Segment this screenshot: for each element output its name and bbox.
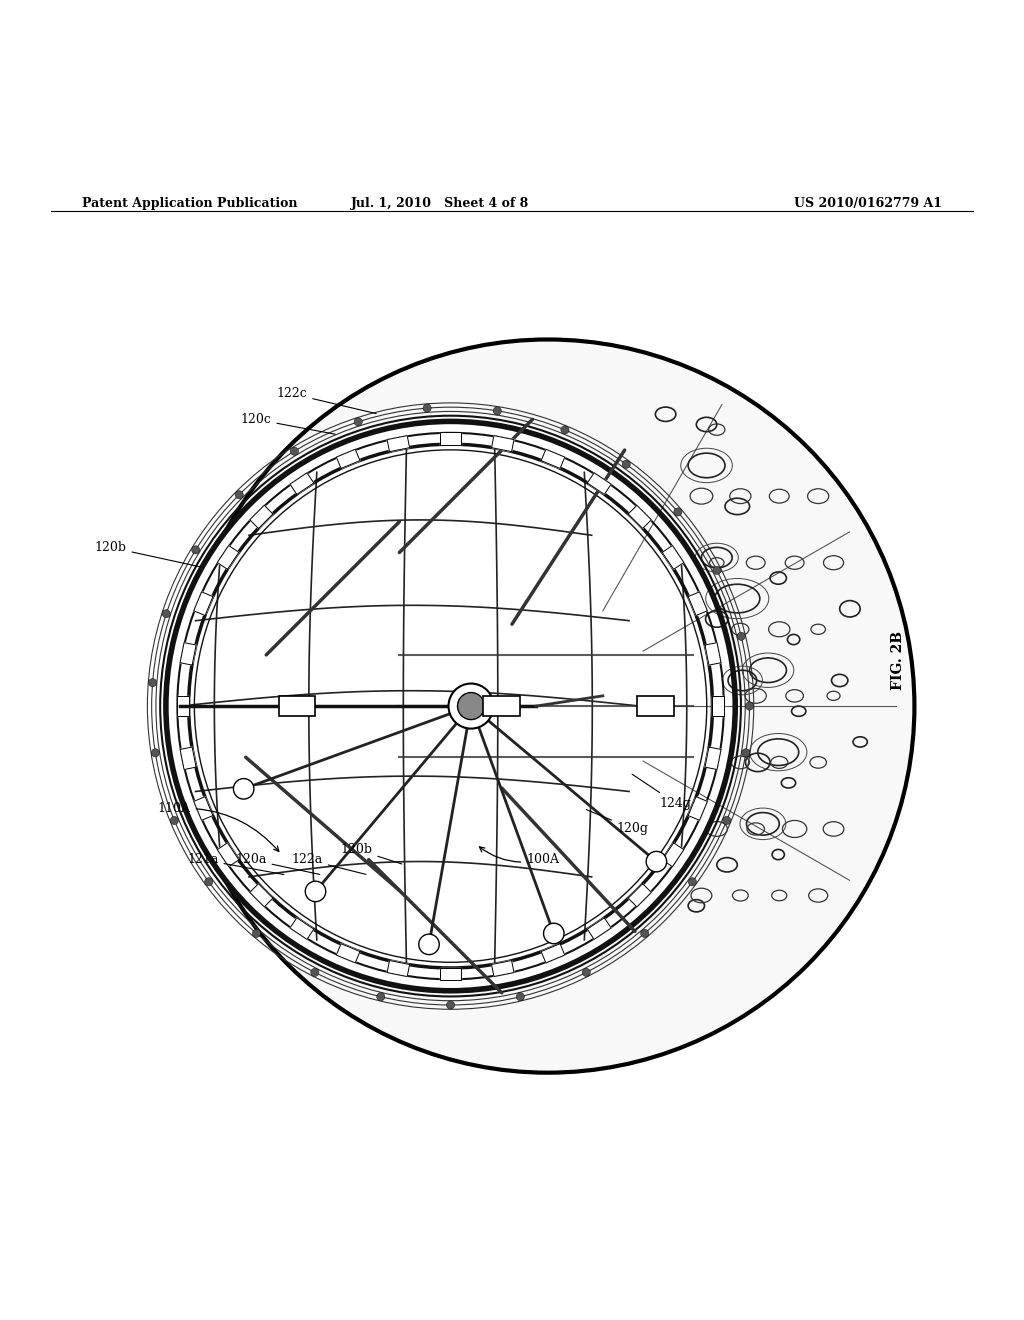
- Circle shape: [646, 851, 667, 871]
- Polygon shape: [663, 545, 684, 569]
- Polygon shape: [250, 883, 273, 907]
- Circle shape: [423, 404, 431, 412]
- Polygon shape: [440, 968, 461, 979]
- Circle shape: [449, 684, 494, 729]
- Polygon shape: [290, 473, 313, 495]
- Text: FIG. 2B: FIG. 2B: [891, 631, 905, 689]
- Text: 120b: 120b: [94, 541, 202, 568]
- Polygon shape: [217, 545, 239, 569]
- Circle shape: [544, 923, 564, 944]
- Circle shape: [233, 779, 254, 799]
- Circle shape: [377, 993, 385, 1001]
- Text: Patent Application Publication: Patent Application Publication: [82, 197, 297, 210]
- Polygon shape: [628, 506, 651, 528]
- FancyBboxPatch shape: [637, 696, 674, 717]
- Circle shape: [191, 545, 200, 554]
- Circle shape: [745, 702, 754, 710]
- Text: 100A: 100A: [479, 847, 559, 866]
- Text: Jul. 1, 2010   Sheet 4 of 8: Jul. 1, 2010 Sheet 4 of 8: [351, 197, 529, 210]
- Circle shape: [516, 993, 524, 1001]
- Polygon shape: [588, 917, 611, 940]
- Circle shape: [713, 566, 721, 574]
- Circle shape: [152, 748, 160, 756]
- Circle shape: [290, 447, 298, 455]
- Circle shape: [561, 426, 569, 434]
- Text: US 2010/0162779 A1: US 2010/0162779 A1: [794, 197, 942, 210]
- Polygon shape: [336, 449, 360, 469]
- Polygon shape: [177, 696, 189, 717]
- Circle shape: [737, 632, 745, 640]
- Circle shape: [148, 678, 157, 686]
- Polygon shape: [217, 842, 239, 867]
- Circle shape: [310, 969, 318, 977]
- FancyBboxPatch shape: [483, 696, 520, 717]
- Circle shape: [458, 693, 484, 719]
- Polygon shape: [492, 961, 514, 977]
- Circle shape: [688, 878, 696, 886]
- Polygon shape: [440, 433, 461, 445]
- Polygon shape: [194, 797, 213, 820]
- Polygon shape: [688, 591, 708, 615]
- Polygon shape: [180, 643, 197, 665]
- Polygon shape: [336, 944, 360, 962]
- Text: 120g: 120g: [587, 809, 649, 836]
- Polygon shape: [180, 747, 197, 770]
- Polygon shape: [387, 436, 410, 451]
- Circle shape: [252, 929, 260, 937]
- Text: 124g: 124g: [632, 775, 692, 810]
- Polygon shape: [688, 797, 708, 820]
- Polygon shape: [290, 917, 313, 940]
- Text: 120b: 120b: [340, 843, 401, 865]
- Circle shape: [641, 929, 649, 937]
- Polygon shape: [705, 747, 721, 770]
- Circle shape: [623, 461, 631, 469]
- Text: 122c: 122c: [276, 387, 376, 413]
- Text: 122a: 122a: [292, 853, 366, 874]
- Polygon shape: [541, 944, 565, 962]
- Text: 121a: 121a: [187, 853, 284, 875]
- Circle shape: [446, 1001, 455, 1008]
- Circle shape: [170, 816, 178, 825]
- FancyBboxPatch shape: [279, 696, 315, 717]
- Circle shape: [166, 421, 735, 991]
- Circle shape: [205, 878, 213, 886]
- Circle shape: [162, 610, 170, 618]
- Circle shape: [583, 969, 591, 977]
- Text: 110A: 110A: [158, 803, 279, 851]
- Circle shape: [674, 508, 682, 516]
- Polygon shape: [628, 883, 651, 907]
- Circle shape: [723, 816, 731, 825]
- Polygon shape: [194, 591, 213, 615]
- Polygon shape: [387, 961, 410, 977]
- Polygon shape: [705, 643, 721, 665]
- Polygon shape: [663, 842, 684, 867]
- Text: 120c: 120c: [241, 413, 335, 434]
- Polygon shape: [541, 449, 565, 469]
- Polygon shape: [712, 696, 724, 717]
- Circle shape: [236, 491, 244, 499]
- Circle shape: [305, 882, 326, 902]
- Circle shape: [181, 339, 914, 1073]
- Circle shape: [494, 407, 502, 414]
- Polygon shape: [492, 436, 514, 451]
- Polygon shape: [588, 473, 611, 495]
- Text: 120a: 120a: [236, 853, 319, 874]
- Polygon shape: [250, 506, 273, 528]
- Circle shape: [741, 748, 750, 756]
- Circle shape: [419, 935, 439, 954]
- Circle shape: [354, 417, 362, 426]
